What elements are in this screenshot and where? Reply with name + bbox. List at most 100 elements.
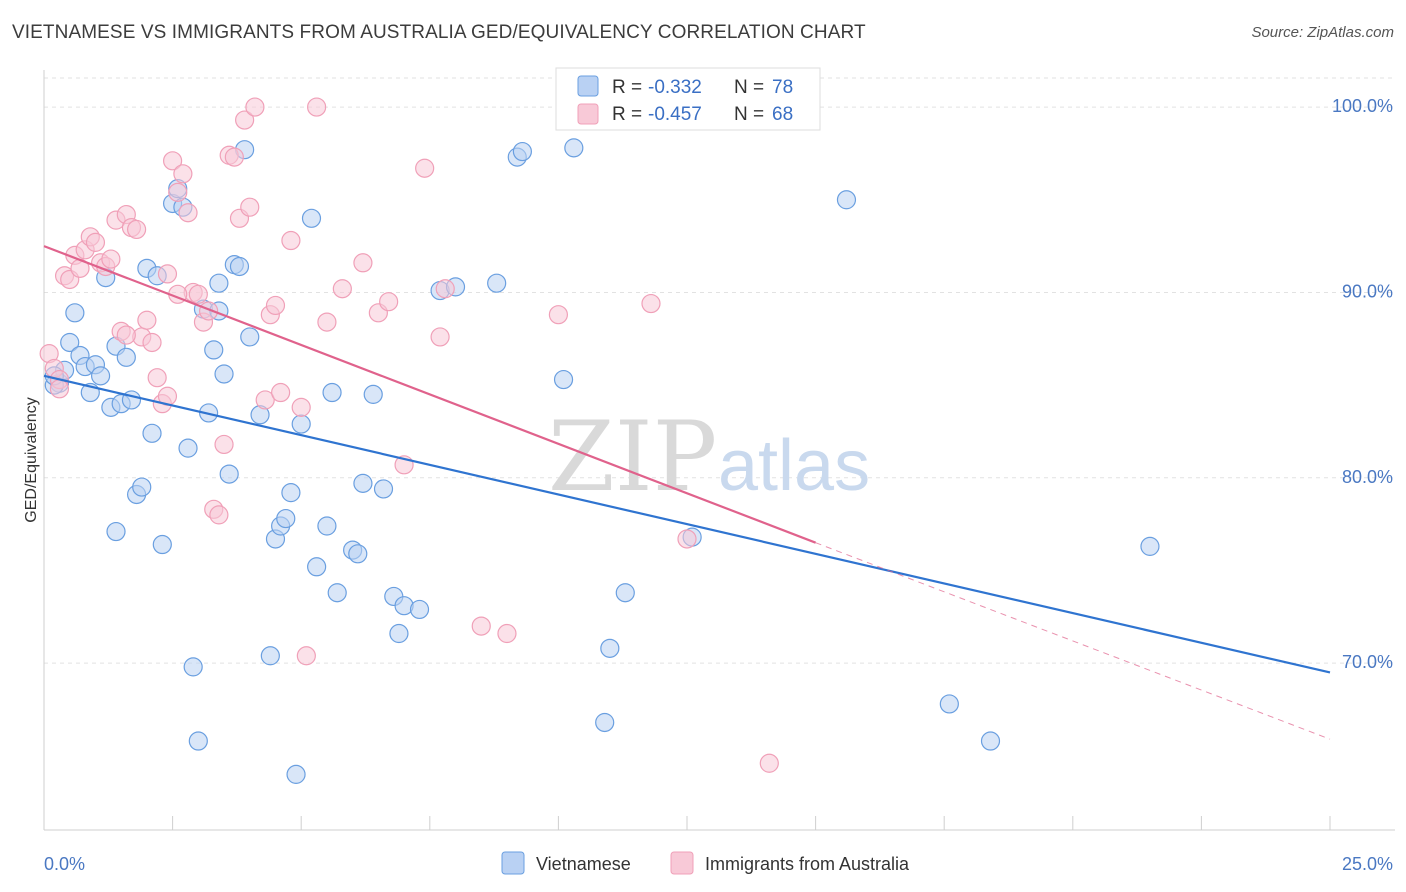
vietnamese-point-28 xyxy=(204,340,224,360)
australia-point-27 xyxy=(178,203,198,223)
australia-point-12 xyxy=(101,249,121,269)
vietnamese-point-44 xyxy=(301,208,322,228)
australia-point-34 xyxy=(214,434,234,455)
australia-point-41 xyxy=(255,390,275,410)
vietnamese-point-31 xyxy=(219,464,239,484)
vietnamese-point-47 xyxy=(322,382,342,403)
australia-point-38 xyxy=(235,110,255,130)
vietnamese-point-50 xyxy=(348,544,368,564)
australia-point-33 xyxy=(209,505,229,525)
legend-swatch-vietnamese xyxy=(577,75,599,97)
y-axis-label: GED/Equivalency xyxy=(23,397,40,522)
vietnamese-point-72 xyxy=(1140,536,1160,556)
vietnamese-point-45 xyxy=(307,557,327,577)
stats-legend: R = -0.332 N = 78 R = -0.457 N = 68 xyxy=(555,67,821,131)
legend-n-label-1: N = xyxy=(734,104,764,125)
australia-point-55 xyxy=(415,158,435,178)
australia-point-17 xyxy=(126,219,147,240)
vietnamese-point-53 xyxy=(373,479,394,499)
chart-title: VIETNAMESE VS IMMIGRANTS FROM AUSTRALIA … xyxy=(12,22,866,43)
legend-swatch-australia xyxy=(577,103,599,125)
vietnamese-point-60 xyxy=(487,273,507,293)
chart-source: Source: ZipAtlas.com xyxy=(1251,24,1394,41)
legend-r-value-0: -0.332 xyxy=(648,77,702,98)
vietnamese-point-30 xyxy=(214,364,234,384)
australia-point-63 xyxy=(759,753,779,773)
vietnamese-point-46 xyxy=(317,516,337,536)
australia-point-21 xyxy=(147,368,167,388)
legend-n-value-0: 78 xyxy=(772,77,793,98)
vietnamese-point-77 xyxy=(106,521,126,542)
vietnamese-point-67 xyxy=(615,583,635,603)
vietnamese-point-64 xyxy=(564,138,584,158)
australia-point-26 xyxy=(173,164,193,184)
vietnamese-point-41 xyxy=(281,483,301,503)
vietnamese-point-42 xyxy=(286,764,306,784)
bottom-legend-swatch-australia xyxy=(670,851,694,875)
y-tick-label-0: 70.0% xyxy=(1342,652,1393,672)
vietnamese-point-37 xyxy=(260,646,280,666)
australia-point-65 xyxy=(116,325,136,345)
australia-point-25 xyxy=(168,182,188,202)
vietnamese-point-51 xyxy=(353,473,373,493)
vietnamese-point-57 xyxy=(409,599,430,620)
vietnamese-point-66 xyxy=(600,638,620,658)
australia-point-29 xyxy=(188,284,208,304)
x-tick-label-1: 25.0% xyxy=(1342,854,1393,874)
australia-point-51 xyxy=(353,253,373,273)
vietnamese-point-62 xyxy=(512,141,532,162)
vietnamese-point-40 xyxy=(276,508,296,529)
vietnamese-point-48 xyxy=(327,583,347,603)
vietnamese-point-52 xyxy=(363,384,383,404)
vietnamese-point-65 xyxy=(595,712,615,733)
australia-point-20 xyxy=(142,332,162,353)
australia-point-40 xyxy=(245,97,265,117)
vietnamese-point-71 xyxy=(980,731,1001,751)
australia-trend-extension xyxy=(815,542,1331,740)
axes xyxy=(43,70,1395,831)
vietnamese-point-70 xyxy=(939,694,959,714)
y-tick-label-2: 90.0% xyxy=(1342,281,1393,301)
vietnamese-point-63 xyxy=(553,369,574,390)
vietnamese-point-55 xyxy=(389,623,409,644)
australia-point-56 xyxy=(430,327,450,347)
stats-legend-box xyxy=(555,67,821,131)
australia-point-53 xyxy=(379,292,399,312)
australia-point-60 xyxy=(548,305,569,325)
x-tick-label-0: 0.0% xyxy=(44,854,85,874)
legend-r-label-1: R = xyxy=(612,104,642,125)
australia-point-19 xyxy=(137,310,157,330)
vietnamese-point-29 xyxy=(209,273,229,293)
australia-point-45 xyxy=(281,230,301,251)
australia-point-44 xyxy=(271,382,291,403)
bottom-legend-label-australia: Immigrants from Australia xyxy=(705,854,910,874)
australia-point-47 xyxy=(296,646,316,666)
vietnamese-point-23 xyxy=(178,438,198,458)
vietnamese-point-3 xyxy=(65,303,85,323)
vietnamese-point-8 xyxy=(90,366,111,386)
vietnamese-point-69 xyxy=(836,190,857,210)
vietnamese-point-75 xyxy=(132,477,152,497)
australia-point-36 xyxy=(224,147,244,167)
australia-trend-line xyxy=(43,245,816,544)
australia-point-50 xyxy=(332,279,352,299)
australia-point-64 xyxy=(157,264,178,284)
vietnamese-point-17 xyxy=(142,423,162,443)
australia-point-39 xyxy=(240,197,260,217)
australia-point-61 xyxy=(641,293,661,314)
australia-point-59 xyxy=(497,623,517,644)
bottom-legend-label-vietnamese: Vietnamese xyxy=(536,854,631,874)
australia-point-49 xyxy=(317,312,337,332)
legend-n-label-0: N = xyxy=(734,77,764,98)
australia-point-48 xyxy=(307,97,327,117)
legend-r-value-1: -0.457 xyxy=(648,104,702,125)
australia-point-43 xyxy=(265,295,286,316)
vietnamese-point-2 xyxy=(60,332,80,353)
grid-lines xyxy=(44,77,1395,664)
series-australia-points xyxy=(39,97,779,773)
australia-point-66 xyxy=(49,379,70,399)
bottom-legend-swatch-vietnamese xyxy=(501,851,525,875)
australia-point-58 xyxy=(471,616,491,636)
y-tick-label-3: 100.0% xyxy=(1332,96,1393,116)
vietnamese-point-19 xyxy=(152,534,172,555)
